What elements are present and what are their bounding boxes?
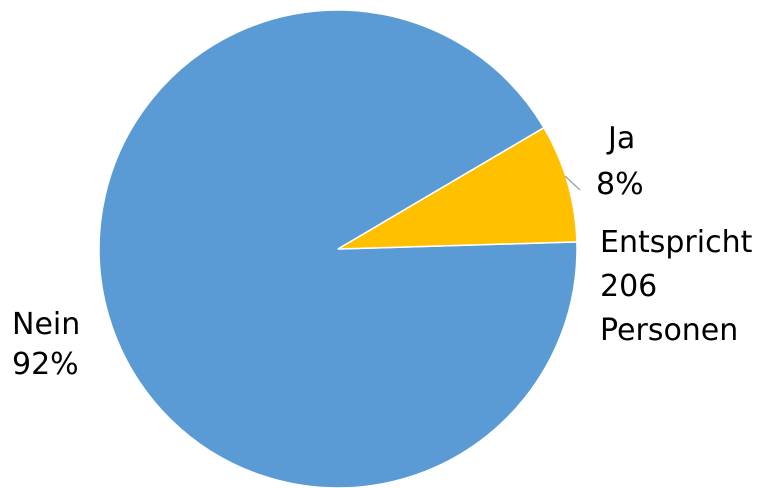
slice-label-ja: Ja bbox=[606, 121, 635, 156]
slice-value-nein: 92% bbox=[12, 347, 79, 382]
ja-leader-line bbox=[564, 175, 581, 191]
slice-value-ja: 8% bbox=[596, 167, 644, 202]
pie-slices bbox=[98, 9, 578, 488]
annotation-line-2: 206 bbox=[600, 269, 657, 304]
annotation-line-3: Personen bbox=[600, 313, 738, 348]
pie-slice-ja bbox=[337, 126, 578, 250]
annotation-line-1: Entspricht bbox=[600, 225, 753, 260]
slice-label-nein: Nein bbox=[12, 307, 80, 342]
